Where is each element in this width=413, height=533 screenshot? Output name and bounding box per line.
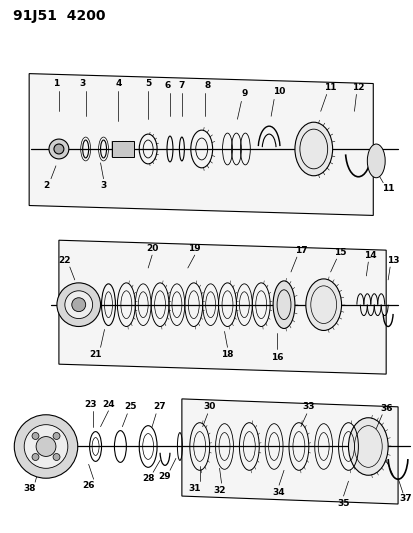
Ellipse shape: [273, 281, 294, 328]
Text: 32: 32: [213, 486, 225, 495]
Bar: [112, 141, 134, 157]
Circle shape: [54, 144, 64, 154]
Text: 11: 11: [381, 184, 394, 193]
Text: 1: 1: [53, 79, 59, 88]
Circle shape: [32, 454, 39, 461]
Text: 17: 17: [294, 246, 306, 255]
Circle shape: [14, 415, 78, 478]
Text: 34: 34: [272, 488, 285, 497]
Text: 38: 38: [23, 483, 36, 492]
Polygon shape: [29, 74, 373, 215]
Text: 15: 15: [333, 248, 346, 256]
Text: 10: 10: [272, 87, 285, 96]
Text: 12: 12: [351, 83, 364, 92]
Text: 31: 31: [188, 483, 201, 492]
Text: 3: 3: [79, 79, 85, 88]
Text: 9: 9: [241, 89, 247, 98]
Text: 25: 25: [124, 402, 136, 411]
Text: 4: 4: [115, 79, 121, 88]
Text: 26: 26: [82, 481, 95, 490]
Text: 19: 19: [188, 244, 201, 253]
Text: 13: 13: [386, 255, 399, 264]
Text: 18: 18: [221, 350, 233, 359]
Text: 21: 21: [89, 350, 102, 359]
Ellipse shape: [305, 279, 341, 330]
Circle shape: [24, 425, 68, 469]
Circle shape: [53, 454, 60, 461]
Text: 20: 20: [146, 244, 158, 253]
Text: 6: 6: [164, 81, 171, 90]
Text: 35: 35: [337, 498, 349, 507]
Circle shape: [53, 432, 60, 439]
Circle shape: [57, 283, 100, 327]
Polygon shape: [181, 399, 397, 504]
Circle shape: [32, 432, 39, 439]
Text: 30: 30: [203, 402, 215, 411]
Circle shape: [71, 298, 85, 312]
Text: 23: 23: [84, 400, 97, 409]
Circle shape: [49, 139, 69, 159]
Text: 37: 37: [399, 494, 411, 503]
Text: 14: 14: [363, 251, 376, 260]
Text: 28: 28: [142, 474, 154, 483]
Text: 7: 7: [178, 81, 185, 90]
Text: 27: 27: [153, 402, 166, 411]
Text: 29: 29: [158, 472, 171, 481]
Text: 8: 8: [204, 81, 210, 90]
Text: 5: 5: [145, 79, 151, 88]
Text: 2: 2: [43, 181, 49, 190]
Text: 11: 11: [324, 83, 336, 92]
Text: 36: 36: [379, 405, 392, 413]
Ellipse shape: [366, 144, 384, 177]
Text: 3: 3: [100, 181, 107, 190]
Text: 33: 33: [302, 402, 314, 411]
Ellipse shape: [294, 122, 332, 176]
Text: 91J51  4200: 91J51 4200: [13, 9, 106, 23]
Ellipse shape: [348, 418, 387, 475]
Text: 22: 22: [59, 255, 71, 264]
Text: 24: 24: [102, 400, 114, 409]
Polygon shape: [59, 240, 385, 374]
Text: 16: 16: [270, 353, 282, 362]
Circle shape: [65, 291, 93, 319]
Circle shape: [36, 437, 56, 456]
